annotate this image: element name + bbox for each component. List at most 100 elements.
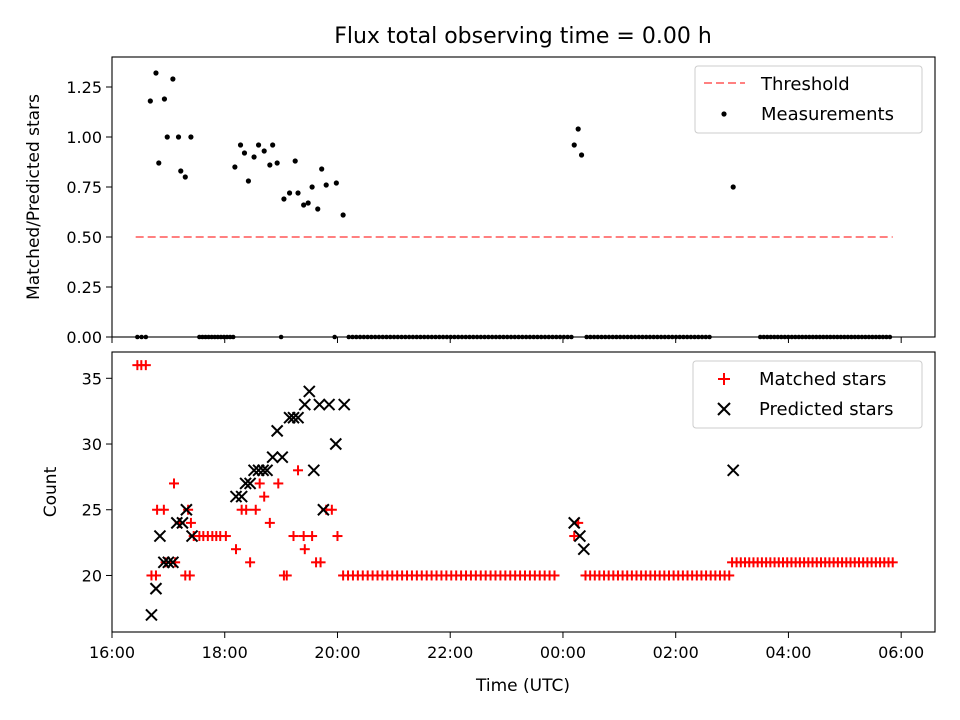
matched-star-point xyxy=(273,478,284,489)
measurement-point xyxy=(866,334,872,340)
measurement-point xyxy=(286,190,293,196)
legend-measurements-swatch xyxy=(721,111,727,117)
predicted-star-point xyxy=(239,477,252,490)
measurement-point xyxy=(516,334,521,340)
measurement-point xyxy=(884,334,889,340)
measurement-point xyxy=(688,334,694,340)
legend-predicted-swatch xyxy=(717,402,731,416)
measurement-point xyxy=(504,334,510,340)
predicted-star-point xyxy=(157,556,171,569)
predicted-star-point xyxy=(229,490,243,503)
matched-star-point xyxy=(185,517,196,528)
measurement-point xyxy=(497,334,503,340)
measurement-point xyxy=(361,334,367,340)
measurement-point xyxy=(569,334,574,340)
measurement-point xyxy=(640,334,645,340)
measurement-point xyxy=(677,334,683,340)
ratio-y-tick-label: 0.25 xyxy=(66,278,102,297)
predicted-star-point xyxy=(322,398,336,411)
matched-star-point xyxy=(569,531,580,542)
measurement-point xyxy=(617,334,623,340)
measurement-point xyxy=(139,334,144,340)
measurement-point xyxy=(817,334,823,340)
measurement-point xyxy=(147,98,153,104)
measurement-point xyxy=(178,168,184,174)
predicted-star-mark-b xyxy=(313,398,326,411)
measurement-point xyxy=(673,334,679,340)
measurement-point xyxy=(707,334,712,340)
measurement-point xyxy=(599,334,604,340)
count-x-tick-label: 00:00 xyxy=(540,643,586,662)
predicted-star-point xyxy=(276,450,289,464)
measurement-point xyxy=(410,334,416,340)
measurement-point xyxy=(463,334,469,340)
measurement-point xyxy=(538,334,544,340)
ratio-panel: 0.00 0.25 0.50 0.75 1.00 1.25 Matched/Predict… xyxy=(24,56,936,347)
predicted-star-mark-b xyxy=(260,464,274,477)
measurement-point xyxy=(535,334,540,340)
ratio-y-ticks: 0.00 0.25 0.50 0.75 1.00 1.25 xyxy=(66,78,112,347)
predicted-star-point xyxy=(180,503,193,516)
measurement-point xyxy=(230,334,236,340)
measurement-point xyxy=(761,334,767,340)
count-x-tick-label: 06:00 xyxy=(878,643,924,662)
predicted-star-point xyxy=(287,411,300,424)
matched-star-point xyxy=(250,504,261,515)
predicted-star-point xyxy=(170,516,184,530)
measurement-point xyxy=(782,334,788,340)
measurement-point xyxy=(315,206,321,212)
measurement-point xyxy=(821,334,826,340)
measurement-point xyxy=(301,202,307,208)
measurement-point xyxy=(651,334,656,340)
measurement-point xyxy=(354,334,359,340)
measurement-point xyxy=(625,334,630,340)
measurement-point xyxy=(319,166,325,172)
predicted-star-point xyxy=(149,582,163,595)
predicted-star-mark-b xyxy=(176,516,189,530)
measurement-point xyxy=(703,334,709,340)
measurement-point xyxy=(838,334,844,340)
measurement-point xyxy=(350,334,355,340)
predicted-star-point xyxy=(145,608,158,622)
measurement-point xyxy=(143,334,149,340)
predicted-star-mark-b xyxy=(162,556,175,569)
matched-star-point xyxy=(169,478,180,489)
measurement-point xyxy=(440,334,446,340)
measurement-point xyxy=(369,334,374,340)
predicted-star-mark-b xyxy=(166,556,180,569)
measurement-point xyxy=(452,334,457,340)
predicted-star-point xyxy=(568,516,581,530)
measurement-point xyxy=(278,334,284,340)
legend-matched-swatch xyxy=(718,373,730,385)
measurement-point xyxy=(414,334,419,340)
measurement-point xyxy=(606,334,612,340)
predicted-star-point xyxy=(243,477,257,490)
measurement-point xyxy=(357,334,363,340)
measurement-point xyxy=(467,334,472,340)
measurement-point xyxy=(274,160,280,166)
measurement-point xyxy=(669,334,675,340)
predicted-star-mark-b xyxy=(256,464,270,477)
measurement-point xyxy=(632,334,638,340)
measurement-point xyxy=(655,334,660,340)
predicted-star-point xyxy=(291,411,305,424)
measurement-point xyxy=(493,334,499,340)
matched-star-point xyxy=(241,504,252,515)
measurement-point xyxy=(771,334,777,340)
measurement-point xyxy=(643,334,649,340)
ratio-y-tick-label: 0.00 xyxy=(66,328,102,347)
count-x-tick-label: 18:00 xyxy=(202,643,248,662)
matched-star-point xyxy=(259,491,270,502)
predicted-star-mark-b xyxy=(149,582,163,595)
measurement-point xyxy=(164,134,170,140)
measurement-point xyxy=(621,334,627,340)
measurement-point xyxy=(421,334,427,340)
matched-star-point xyxy=(307,531,318,542)
ratio-y-tick-label: 1.00 xyxy=(66,128,102,147)
measurement-point xyxy=(785,334,791,340)
measurement-point xyxy=(856,334,861,340)
predicted-star-point xyxy=(235,490,248,503)
measurement-point xyxy=(376,334,382,340)
measurement-point xyxy=(546,334,552,340)
predicted-star-point xyxy=(303,385,316,398)
